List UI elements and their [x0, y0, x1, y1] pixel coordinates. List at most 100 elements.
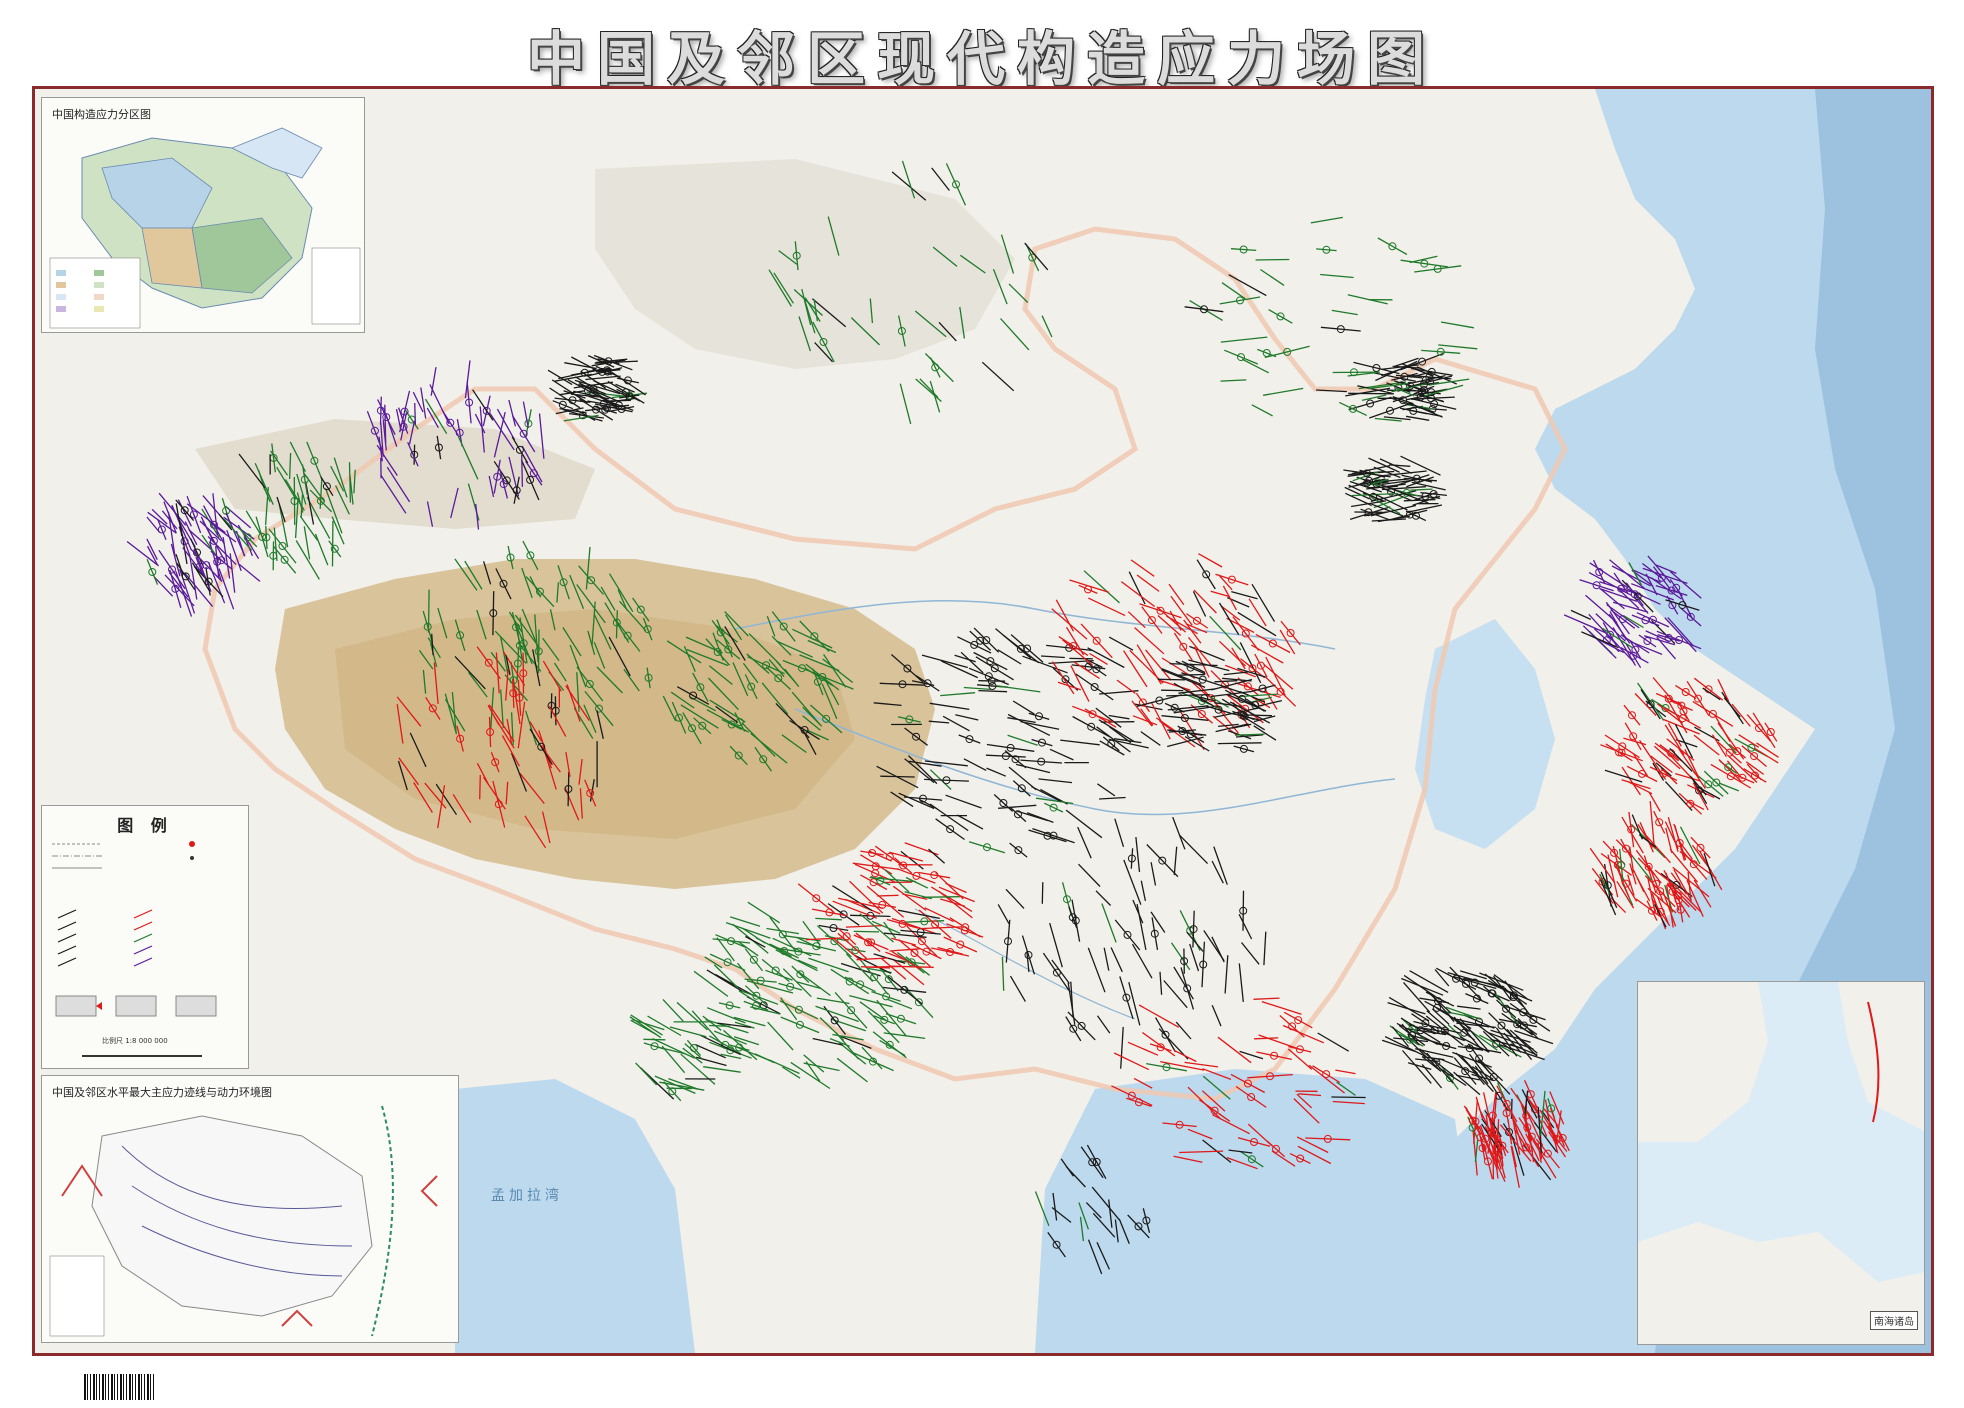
stress-axis-mark	[897, 868, 936, 884]
stress-axis-mark	[849, 880, 884, 914]
stress-regime-circle	[1681, 688, 1690, 696]
stress-axis-mark	[1532, 1140, 1557, 1179]
stress-axis-mark	[569, 644, 587, 688]
stress-axis-mark	[1640, 689, 1661, 720]
stress-axis-mark	[1496, 999, 1517, 1019]
stress-axis-mark	[919, 798, 938, 810]
stress-axis-mark	[1650, 577, 1682, 600]
stress-axis-mark	[869, 876, 916, 883]
stress-axis-mark	[1239, 642, 1262, 684]
stress-regime-circle	[1087, 722, 1096, 731]
stress-axis-mark	[1008, 283, 1029, 303]
stress-axis-mark	[1213, 846, 1228, 885]
stress-axis-mark	[1547, 1125, 1559, 1145]
stress-axis-mark	[1348, 392, 1394, 395]
stress-axis-mark	[450, 487, 459, 519]
stress-axis-mark	[427, 637, 441, 659]
stress-axis-mark	[564, 787, 580, 821]
stress-axis-mark	[1192, 694, 1216, 702]
stress-regime-circle	[1170, 703, 1179, 712]
stress-axis-mark	[615, 610, 618, 639]
stress-axis-mark	[1665, 827, 1673, 854]
stress-axis-mark	[1523, 1090, 1529, 1117]
stress-axis-mark	[706, 709, 750, 733]
stress-axis-mark	[1511, 1116, 1532, 1153]
stress-axis-mark	[1391, 372, 1418, 381]
stress-axis-mark	[161, 510, 178, 530]
stress-axis-mark	[1756, 742, 1779, 758]
stress-axis-mark	[1374, 417, 1402, 422]
stress-axis-mark	[1254, 653, 1268, 678]
stress-regime-circle	[1147, 616, 1156, 625]
stress-axis-mark	[1556, 1110, 1562, 1139]
stress-axis-mark	[799, 654, 840, 672]
stress-axis-mark	[773, 272, 794, 304]
stress-axis-mark	[1214, 702, 1242, 708]
stress-axis-mark	[353, 469, 356, 494]
stress-axis-mark	[521, 445, 543, 483]
stress-axis-mark	[1170, 942, 1191, 971]
stress-regime-circle	[536, 587, 544, 596]
stress-axis-mark	[386, 466, 411, 503]
stress-axis-mark	[642, 617, 653, 641]
stress-axis-mark	[265, 525, 268, 550]
stress-axis-mark	[1108, 636, 1134, 651]
stress-axis-mark	[768, 269, 792, 307]
stress-axis-mark	[904, 920, 945, 923]
stress-axis-mark	[808, 957, 849, 973]
stress-regime-circle	[1617, 748, 1626, 757]
stress-axis-mark	[552, 400, 574, 410]
stress-axis-mark	[1426, 1052, 1454, 1084]
stress-axis-mark	[960, 651, 984, 674]
stress-axis-mark	[1130, 848, 1134, 869]
stress-axis-mark	[706, 969, 743, 992]
stress-regime-circle	[1386, 406, 1394, 415]
stress-axis-mark	[1411, 1013, 1440, 1034]
stress-axis-mark	[993, 794, 1014, 812]
stress-axis-mark	[1293, 1098, 1320, 1124]
stress-axis-mark	[510, 752, 528, 792]
stress-axis-mark	[1399, 407, 1427, 415]
stress-axis-mark	[1157, 678, 1186, 681]
stress-axis-mark	[836, 1057, 868, 1083]
stress-axis-mark	[489, 413, 515, 451]
stress-axis-mark	[887, 975, 923, 1005]
stress-axis-mark	[276, 496, 286, 523]
stress-regime-circle	[513, 659, 522, 668]
stress-axis-mark	[940, 898, 965, 907]
stress-regime-circle	[204, 577, 213, 586]
stress-axis-mark	[1001, 956, 1005, 991]
stress-regime-circle	[1440, 1026, 1449, 1035]
stress-axis-mark	[1157, 615, 1182, 636]
stress-axis-mark	[1228, 1149, 1253, 1154]
stress-regime-circle	[1276, 687, 1285, 696]
stress-axis-mark	[1652, 566, 1671, 590]
stress-axis-mark	[1440, 321, 1475, 329]
stress-axis-mark	[668, 1077, 698, 1090]
stress-regime-circle	[1472, 994, 1481, 1003]
stress-axis-mark	[504, 674, 528, 702]
stress-regime-circle	[202, 561, 211, 570]
stress-axis-mark	[1607, 854, 1619, 898]
stress-axis-mark	[168, 572, 189, 598]
stress-regime-circle	[1038, 738, 1046, 747]
stress-axis-mark	[1310, 216, 1343, 224]
stress-axis-mark	[395, 408, 402, 431]
stress-axis-mark	[593, 641, 606, 669]
stress-axis-mark	[1647, 555, 1672, 584]
stress-axis-mark	[827, 216, 840, 256]
stress-regime-circle	[1648, 906, 1656, 915]
stress-axis-mark	[476, 646, 501, 680]
stress-axis-mark	[1459, 970, 1487, 980]
stress-axis-mark	[1010, 634, 1044, 663]
stress-regime-circle	[1667, 586, 1676, 595]
stress-regime-circle	[1655, 818, 1664, 827]
stress-axis-mark	[855, 932, 881, 953]
stress-axis-mark	[617, 589, 628, 611]
stress-axis-mark	[1675, 772, 1701, 782]
stress-axis-mark	[593, 614, 612, 650]
stress-axis-mark	[593, 380, 630, 398]
stress-axis-mark	[1377, 237, 1408, 256]
stress-axis-mark	[1005, 888, 1025, 909]
stress-axis-mark	[1133, 703, 1163, 711]
